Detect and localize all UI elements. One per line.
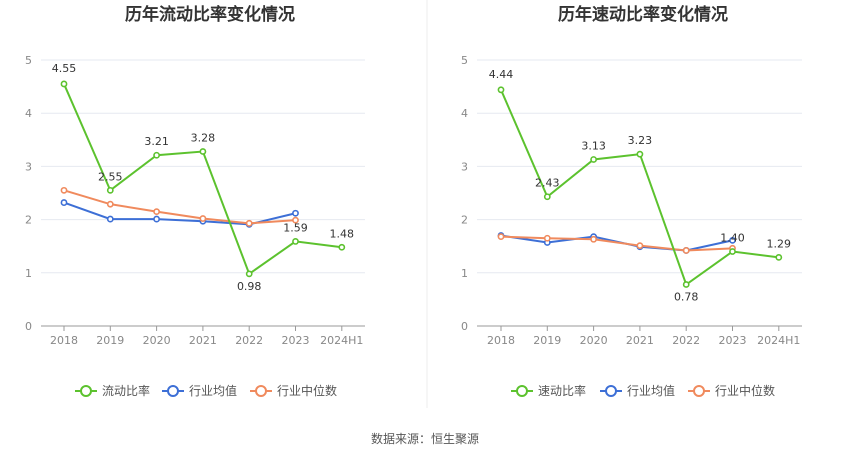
x-tick-label: 2021 — [189, 334, 217, 347]
data-label: 1.29 — [767, 237, 792, 250]
data-label: 0.98 — [237, 280, 262, 293]
legend-swatch-marker — [80, 385, 92, 397]
y-tick-label: 3 — [25, 160, 32, 173]
data-point — [338, 243, 346, 251]
data-point — [543, 234, 551, 242]
data-label: 4.55 — [52, 62, 77, 75]
y-tick-label: 2 — [461, 214, 468, 227]
series-line — [500, 235, 733, 252]
data-point — [497, 233, 505, 241]
y-tick-label: 2 — [25, 214, 32, 227]
x-tick-label: 2020 — [580, 334, 608, 347]
data-point — [106, 186, 114, 194]
legend-swatch-marker — [167, 385, 179, 397]
legend-item: 行业中位数 — [688, 383, 775, 398]
data-label: 1.40 — [720, 232, 745, 245]
y-tick-label: 5 — [461, 54, 468, 67]
x-tick-label: 2024H1 — [320, 334, 363, 347]
data-point — [590, 156, 597, 163]
data-point — [153, 215, 160, 223]
legend-item: 流动比率 — [75, 383, 150, 398]
x-tick-label: 2022 — [235, 334, 263, 347]
y-tick-label: 0 — [25, 320, 32, 333]
y-tick-label: 5 — [25, 54, 32, 67]
data-point — [153, 208, 160, 216]
series-line — [63, 201, 296, 226]
data-point — [729, 248, 736, 255]
data-point — [543, 193, 551, 201]
legend-item: 速动比率 — [511, 383, 586, 398]
legend-swatch-marker — [693, 385, 705, 397]
legend-item: 行业中位数 — [250, 383, 337, 398]
data-point — [636, 242, 644, 250]
data-point — [682, 281, 690, 288]
data-point — [60, 80, 68, 88]
legend-item: 行业均值 — [162, 383, 237, 398]
x-tick-label: 2019 — [533, 334, 561, 347]
data-point — [729, 236, 736, 244]
data-point — [106, 200, 114, 208]
legend-label: 行业均值 — [627, 383, 675, 398]
legend-label: 行业中位数 — [277, 383, 337, 398]
data-point — [292, 209, 299, 217]
data-point — [636, 150, 644, 158]
quick-ratio-chart: 历年速动比率变化情况 0 1 2 3 4 5 2018 2019 2020 2021 2022 2023… — [461, 4, 802, 398]
data-point — [106, 215, 114, 223]
y-tick-label: 1 — [461, 267, 468, 280]
current-ratio-chart: 历年流动比率变化情况 0 1 2 3 4 5 2018 2019 2020 2021 2022 2023… — [25, 4, 365, 398]
source-note: 数据来源：恒生聚源 — [371, 431, 479, 446]
x-tick-label: 2022 — [672, 334, 700, 347]
y-tick-label: 0 — [461, 320, 468, 333]
series-line — [63, 189, 296, 225]
data-label: 1.59 — [283, 221, 308, 234]
x-tick-label: 2018 — [50, 334, 78, 347]
data-label: 3.21 — [144, 135, 169, 148]
legend-swatch-marker — [255, 385, 267, 397]
legend-item: 行业均值 — [600, 383, 675, 398]
chart-title: 历年速动比率变化情况 — [558, 4, 728, 25]
legend-swatch-marker — [605, 385, 617, 397]
data-label: 2.55 — [98, 170, 123, 183]
x-tick-label: 2019 — [96, 334, 124, 347]
data-point — [497, 86, 505, 94]
legend-swatch-marker — [516, 385, 528, 397]
data-label: 3.23 — [628, 134, 653, 147]
x-tick-label: 2021 — [626, 334, 654, 347]
legend-label: 速动比率 — [538, 383, 586, 398]
data-label: 3.28 — [191, 132, 216, 145]
legend-label: 行业中位数 — [715, 383, 775, 398]
data-point — [590, 235, 597, 243]
legend-label: 行业均值 — [189, 383, 237, 398]
data-point — [60, 199, 68, 206]
data-label: 0.78 — [674, 291, 699, 304]
data-label: 2.43 — [535, 177, 560, 190]
y-tick-label: 3 — [461, 160, 468, 173]
y-tick-label: 1 — [25, 267, 32, 280]
data-label: 1.48 — [330, 227, 355, 240]
data-point — [682, 247, 690, 254]
data-point — [199, 148, 207, 155]
y-tick-label: 4 — [25, 107, 32, 120]
data-point — [153, 151, 160, 159]
data-point — [245, 219, 253, 227]
y-tick-label: 4 — [461, 107, 468, 120]
x-tick-label: 2023 — [719, 334, 747, 347]
x-tick-label: 2018 — [487, 334, 515, 347]
data-point — [292, 216, 299, 224]
data-point — [245, 270, 253, 278]
data-label: 3.13 — [581, 139, 606, 152]
x-tick-label: 2024H1 — [757, 334, 800, 347]
data-point — [199, 215, 207, 222]
data-point — [60, 186, 68, 194]
legend-label: 流动比率 — [102, 383, 150, 398]
x-tick-label: 2020 — [143, 334, 171, 347]
data-point — [292, 238, 299, 245]
data-label: 4.44 — [489, 68, 514, 81]
data-point — [775, 253, 783, 261]
x-tick-label: 2023 — [282, 334, 310, 347]
chart-title: 历年流动比率变化情况 — [125, 4, 295, 25]
